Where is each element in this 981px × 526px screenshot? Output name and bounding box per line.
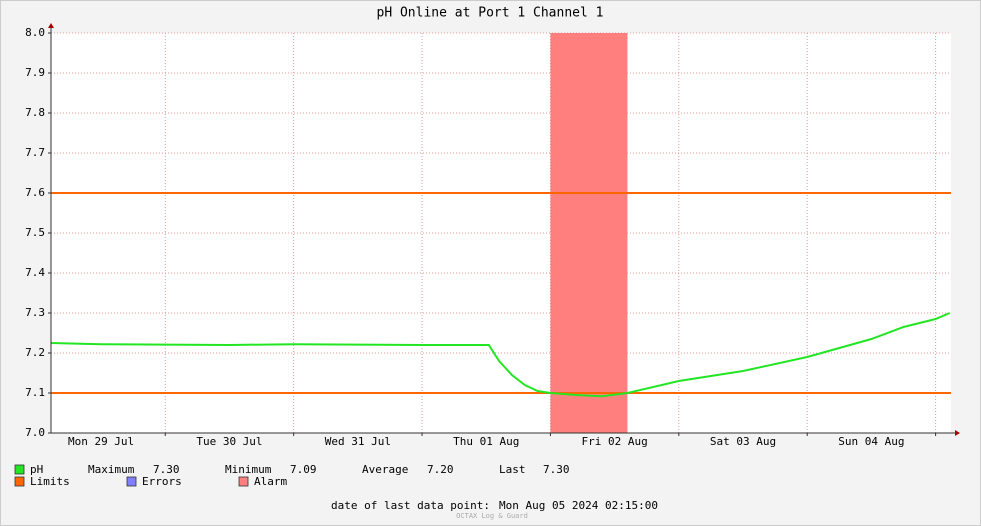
legend-label: Errors — [142, 475, 182, 488]
y-tick-label: 7.2 — [25, 346, 45, 359]
y-tick-label: 7.1 — [25, 386, 45, 399]
legend-swatch — [126, 476, 137, 487]
x-tick-label: Fri 02 Aug — [582, 435, 648, 448]
plot — [50, 32, 951, 434]
x-tick-label: Mon 29 Jul — [68, 435, 134, 448]
legend-swatch — [238, 476, 249, 487]
footer-value: Mon Aug 05 2024 02:15:00 — [499, 499, 658, 512]
y-tick-label: 7.3 — [25, 306, 45, 319]
y-tick-label: 7.7 — [25, 146, 45, 159]
legend-label: Limits — [30, 475, 70, 488]
legend-swatch — [14, 464, 25, 475]
stat-value: 7.30 — [543, 463, 570, 476]
watermark: OCTAX Log & Guard — [456, 512, 528, 520]
legend-label: Alarm — [254, 475, 287, 488]
y-tick-label: 7.0 — [25, 426, 45, 439]
stat-value: 7.20 — [427, 463, 454, 476]
alarm-band — [550, 33, 628, 433]
stat-value: 7.30 — [153, 463, 180, 476]
y-tick-label: 7.4 — [25, 266, 45, 279]
stat-name: Average — [362, 463, 408, 476]
x-tick-label: Sun 04 Aug — [838, 435, 904, 448]
x-axis-arrow — [955, 430, 960, 436]
y-tick-label: 8.0 — [25, 26, 45, 39]
y-tick-label: 7.8 — [25, 106, 45, 119]
x-tick-label: Tue 30 Jul — [196, 435, 262, 448]
x-tick-label: Sat 03 Aug — [710, 435, 776, 448]
footer-label: date of last data point: — [331, 499, 490, 512]
stat-name: Minimum — [225, 463, 272, 476]
chart-title: pH Online at Port 1 Channel 1 — [377, 6, 604, 21]
legend-swatch — [14, 476, 25, 487]
y-tick-label: 7.5 — [25, 226, 45, 239]
x-tick-label: Wed 31 Jul — [325, 435, 391, 448]
data-line — [50, 312, 951, 398]
y-tick-label: 7.9 — [25, 66, 45, 79]
stat-name: Maximum — [88, 463, 135, 476]
legend-label: pH — [30, 463, 43, 476]
y-tick-label: 7.6 — [25, 186, 45, 199]
stat-value: 7.09 — [290, 463, 317, 476]
x-tick-label: Thu 01 Aug — [453, 435, 519, 448]
stat-name: Last — [499, 463, 526, 476]
y-axis-arrow — [48, 23, 54, 28]
